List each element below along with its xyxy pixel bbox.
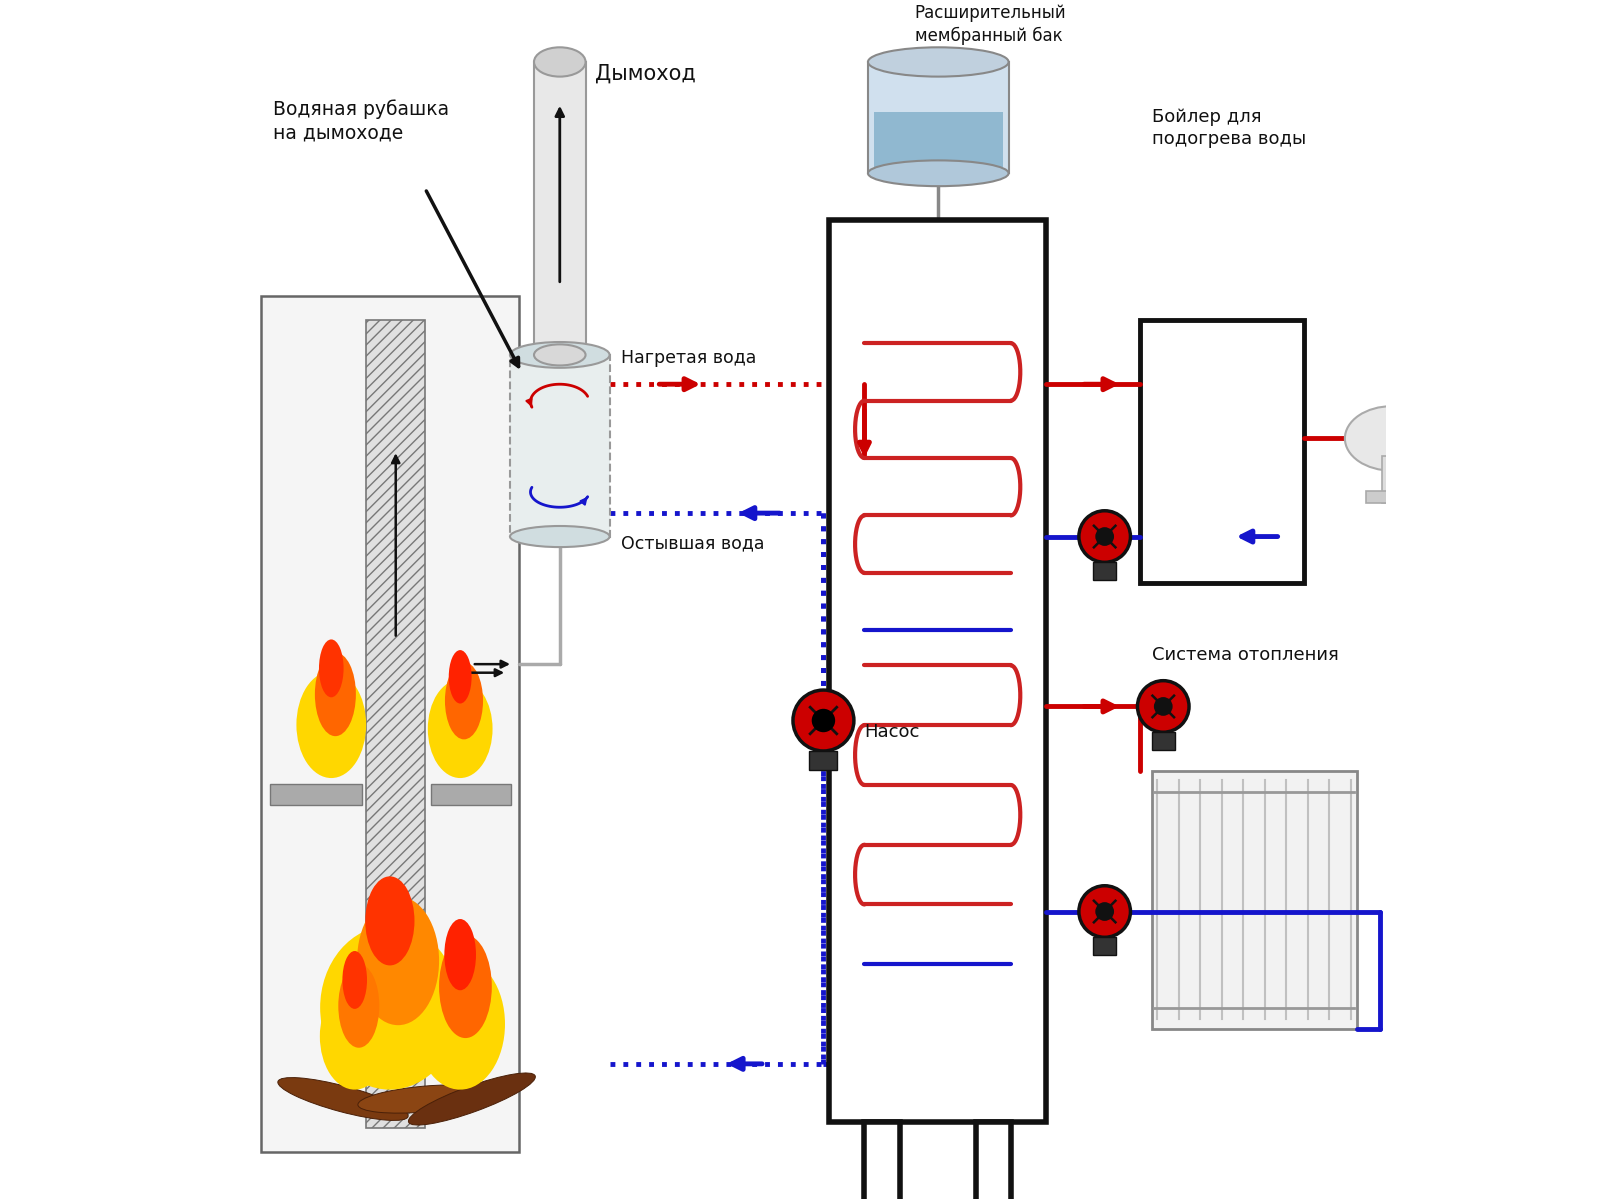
Ellipse shape xyxy=(278,1078,408,1121)
Ellipse shape xyxy=(416,959,506,1090)
Bar xyxy=(1382,456,1402,503)
Bar xyxy=(867,62,1008,173)
Ellipse shape xyxy=(358,1085,493,1114)
Ellipse shape xyxy=(534,47,586,77)
Bar xyxy=(510,355,610,536)
Bar xyxy=(976,1122,1011,1200)
Text: Бойлер для
подогрева воды: Бойлер для подогрева воды xyxy=(1152,108,1306,148)
Ellipse shape xyxy=(510,342,610,368)
Text: Расширительный
мембранный бак: Расширительный мембранный бак xyxy=(915,5,1067,44)
Text: Дымоход: Дымоход xyxy=(595,64,696,84)
Ellipse shape xyxy=(438,935,491,1038)
Bar xyxy=(1093,937,1117,955)
Bar xyxy=(366,319,426,1128)
Circle shape xyxy=(811,709,835,732)
Ellipse shape xyxy=(1346,406,1438,470)
Text: Насос: Насос xyxy=(864,724,920,742)
Ellipse shape xyxy=(338,964,379,1048)
Bar xyxy=(1139,319,1304,583)
Ellipse shape xyxy=(342,952,366,1009)
Circle shape xyxy=(1138,680,1189,732)
Circle shape xyxy=(1078,511,1131,563)
Ellipse shape xyxy=(315,653,355,736)
Text: Нагретая вода: Нагретая вода xyxy=(621,349,757,367)
Ellipse shape xyxy=(427,679,493,778)
Ellipse shape xyxy=(867,161,1008,186)
Circle shape xyxy=(1096,527,1114,546)
Text: Система отопления: Система отопления xyxy=(1152,646,1338,664)
Ellipse shape xyxy=(448,650,472,703)
Ellipse shape xyxy=(320,925,459,1090)
Ellipse shape xyxy=(357,896,438,1025)
Circle shape xyxy=(1154,697,1173,716)
Ellipse shape xyxy=(534,344,586,366)
Bar xyxy=(261,296,518,1152)
Text: Водяная рубашка
на дымоходе: Водяная рубашка на дымоходе xyxy=(272,98,450,142)
Ellipse shape xyxy=(296,672,366,778)
Bar xyxy=(534,62,586,355)
Ellipse shape xyxy=(365,876,414,966)
Bar xyxy=(1152,770,1357,1028)
Circle shape xyxy=(1096,902,1114,920)
Circle shape xyxy=(1078,886,1131,937)
Text: Остывшая вода: Остывшая вода xyxy=(621,534,765,552)
Ellipse shape xyxy=(510,526,610,547)
Ellipse shape xyxy=(445,662,483,739)
Ellipse shape xyxy=(320,983,389,1090)
Bar xyxy=(1366,491,1418,503)
Ellipse shape xyxy=(867,47,1008,77)
Bar xyxy=(829,220,1046,1122)
Circle shape xyxy=(794,690,854,751)
Bar xyxy=(1093,563,1117,580)
Bar xyxy=(1152,732,1174,750)
Ellipse shape xyxy=(318,640,344,697)
Ellipse shape xyxy=(445,919,475,990)
Bar xyxy=(270,784,362,805)
Bar xyxy=(430,784,510,805)
Bar xyxy=(810,751,837,769)
Bar xyxy=(874,112,1003,168)
Bar xyxy=(864,1122,899,1200)
Ellipse shape xyxy=(408,1073,536,1126)
